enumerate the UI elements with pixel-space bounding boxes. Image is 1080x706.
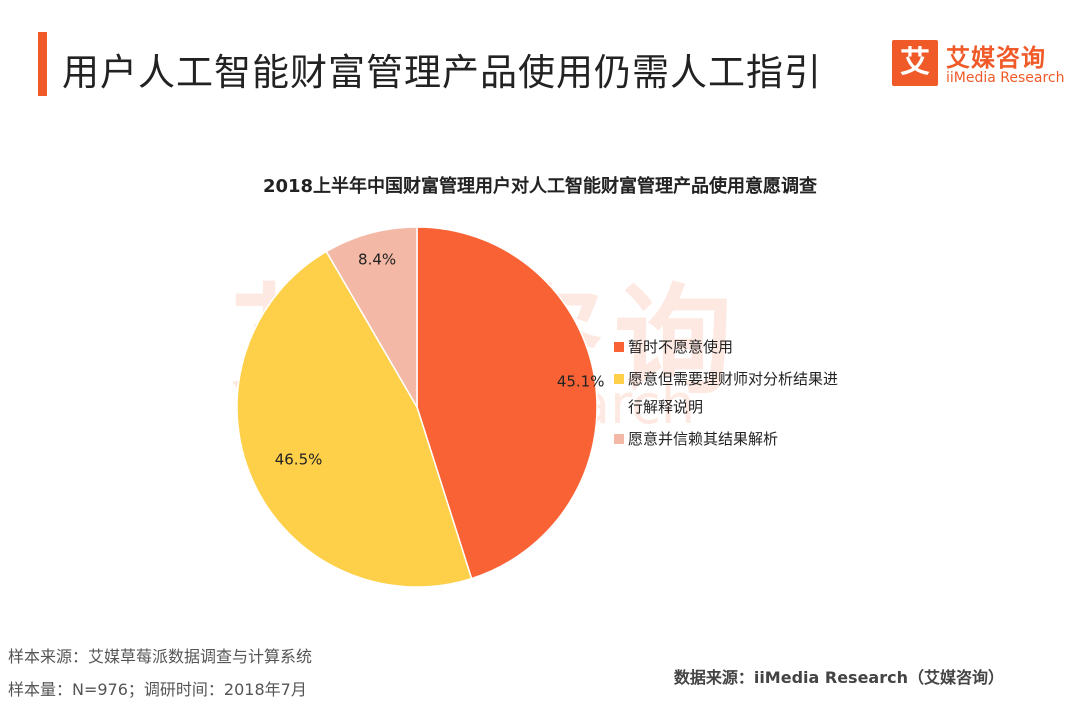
data-source-text: 数据来源：iiMedia Research（艾媒咨询）: [673, 668, 1004, 687]
pie-label-willing-with-advisor: 46.5%: [275, 451, 323, 469]
pie-slice-willing-with-advisor: [236, 250, 473, 588]
legend-swatch-not-willing: [614, 342, 624, 352]
legend-swatch-willing-with-advisor: [614, 374, 624, 384]
legend-label-not-willing: 暂时不愿意使用: [628, 338, 734, 356]
legend-label-willing-and-trust: 愿意并信赖其结果解析: [628, 430, 779, 448]
pie-label-willing-and-trust: 8.4%: [358, 250, 396, 268]
pie-chart: 45.1% 46.5% 8.4%: [236, 226, 605, 588]
pie-slice-not-willing: [416, 226, 598, 580]
brand-logo: 艾 艾媒咨询 iiMedia Research: [892, 40, 1065, 92]
sample-info: 样本来源：艾媒草莓派数据调查与计算系统 样本量：N=976；调研时间：2018年…: [8, 640, 312, 706]
logo-mark: 艾: [892, 40, 938, 86]
title-accent-bar: [38, 32, 47, 96]
legend-label-willing-with-advisor-line2: 行解释说明: [628, 398, 704, 416]
page-title: 用户人工智能财富管理产品使用仍需人工指引: [62, 51, 822, 94]
pie-label-not-willing: 45.1%: [557, 373, 605, 391]
chart-legend: 暂时不愿意使用 愿意但需要理财师对分析结果进 行解释说明 愿意并信赖其结果解析: [614, 333, 874, 457]
legend-item-willing-and-trust: 愿意并信赖其结果解析: [614, 425, 874, 453]
pie-slice-willing-and-trust: [325, 226, 418, 410]
legend-swatch-willing-and-trust: [614, 434, 624, 444]
legend-item-not-willing: 暂时不愿意使用: [614, 333, 874, 361]
logo-subtitle: iiMedia Research: [946, 70, 1065, 86]
logo-name: 艾媒咨询: [946, 44, 1046, 72]
sample-size-text: 样本量：N=976；调研时间：2018年7月: [8, 680, 307, 699]
chart-title: 2018上半年中国财富管理用户对人工智能财富管理产品使用意愿调查: [262, 176, 818, 197]
legend-item-willing-with-advisor: 愿意但需要理财师对分析结果进 行解释说明: [614, 365, 874, 421]
legend-label-willing-with-advisor-line1: 愿意但需要理财师对分析结果进: [628, 370, 839, 388]
sample-source-text: 样本来源：艾媒草莓派数据调查与计算系统: [8, 647, 313, 666]
